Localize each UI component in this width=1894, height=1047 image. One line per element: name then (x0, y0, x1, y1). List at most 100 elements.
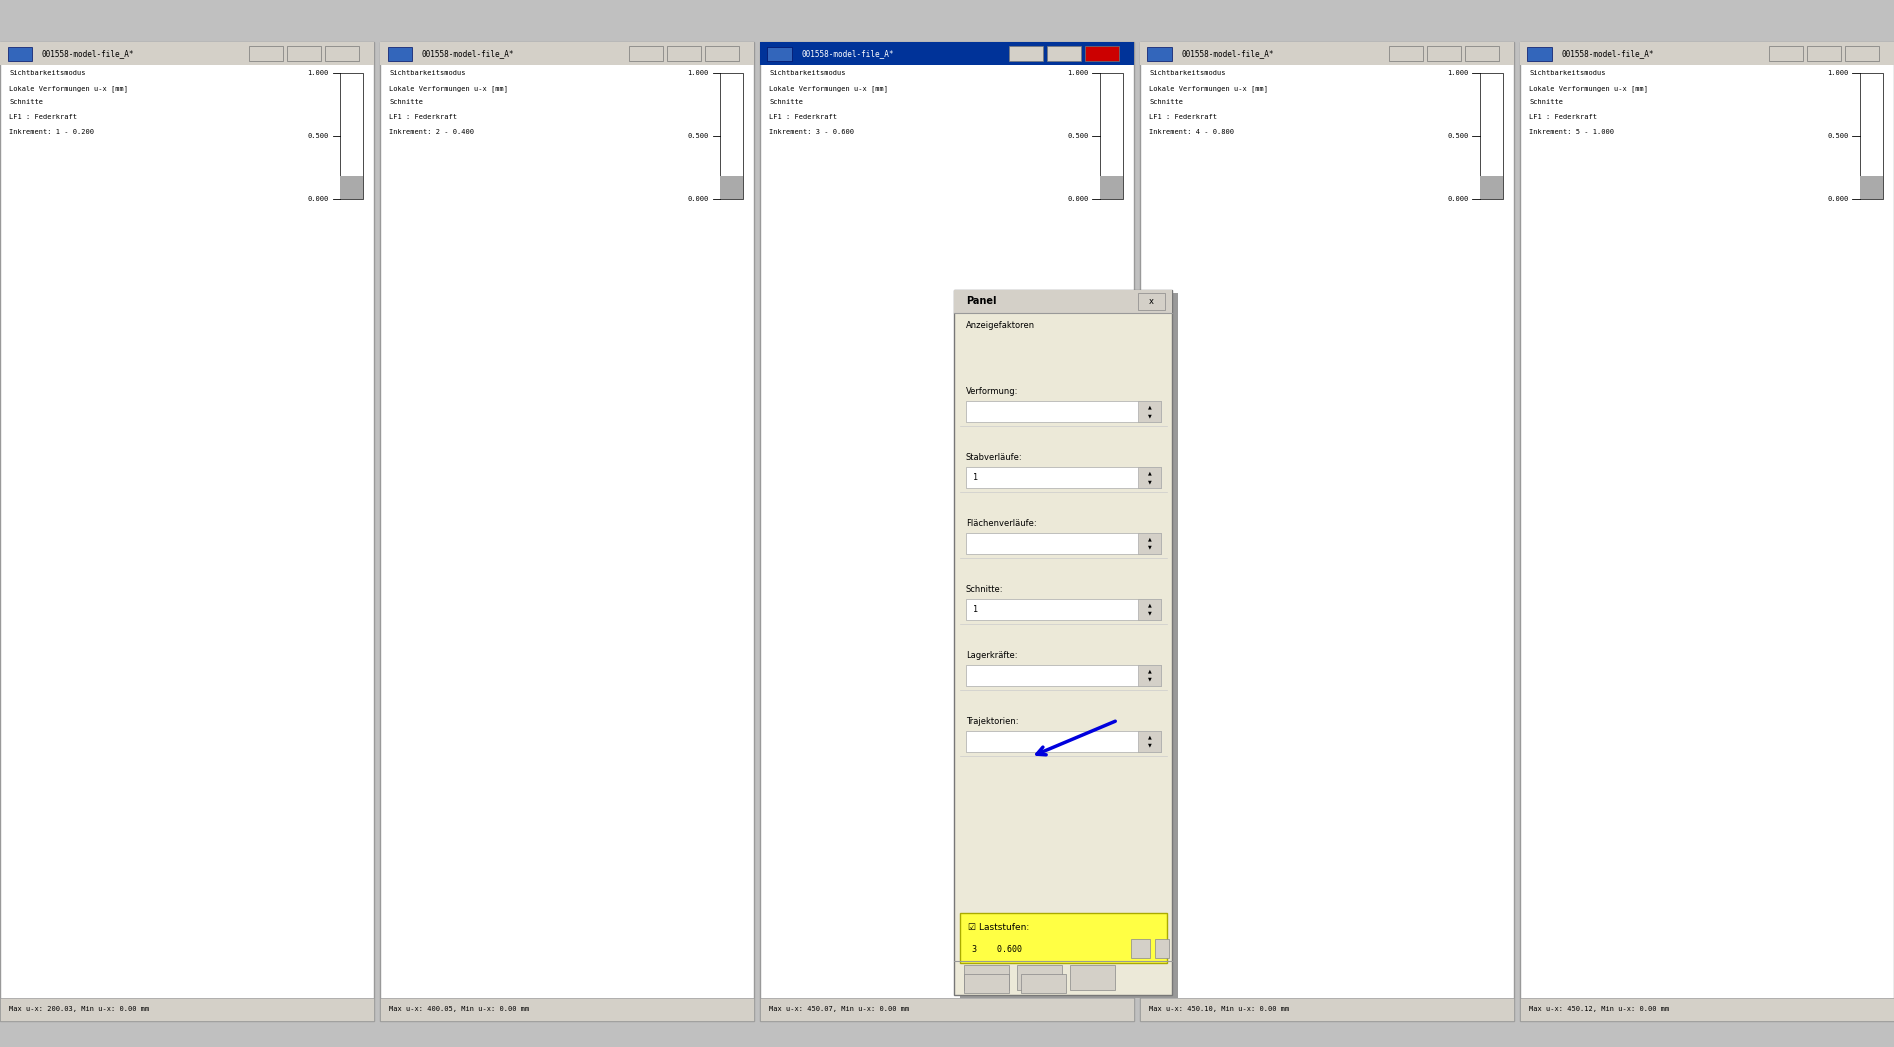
Text: Lokale Verformungen u-x [mm]: Lokale Verformungen u-x [mm] (9, 85, 129, 91)
Text: 450.10: 450.10 (1239, 89, 1271, 97)
Text: Inkrement: 5 - 1.000: Inkrement: 5 - 1.000 (1528, 129, 1614, 135)
Circle shape (222, 903, 233, 930)
Text: Verformung:: Verformung: (966, 387, 1019, 396)
Text: 3    0.600: 3 0.600 (972, 944, 1021, 954)
Text: ▼: ▼ (1148, 544, 1152, 550)
Text: Inkrement: 3 - 0.600: Inkrement: 3 - 0.600 (769, 129, 854, 135)
Text: 200.02: 200.02 (63, 314, 95, 322)
Text: X: X (1784, 911, 1790, 920)
Text: ▲: ▲ (1148, 734, 1152, 739)
Text: 0.000: 0.000 (1828, 196, 1849, 202)
Bar (1627, 107, 1754, 530)
Text: Inkrement: 1 - 0.200: Inkrement: 1 - 0.200 (9, 129, 95, 135)
Bar (866, 107, 994, 530)
Text: X: X (1210, 874, 1216, 884)
Bar (1341, 612, 1392, 934)
Text: Schnitte: Schnitte (390, 99, 424, 106)
Text: 1.000: 1.000 (1068, 70, 1089, 76)
Text: Sichtbarkeitsmodus: Sichtbarkeitsmodus (9, 70, 85, 76)
Text: Max u-x: 400.05, Min u-x: 0.00 mm: Max u-x: 400.05, Min u-x: 0.00 mm (390, 1006, 530, 1012)
Text: ▲: ▲ (1148, 668, 1152, 673)
Text: Z: Z (411, 971, 417, 980)
Text: ▼: ▼ (1148, 413, 1152, 418)
Text: 0.500: 0.500 (688, 133, 708, 139)
Text: Schnitte: Schnitte (9, 99, 44, 106)
Text: Lokale Verformungen u-x [mm]: Lokale Verformungen u-x [mm] (769, 85, 888, 91)
Text: 1: 1 (974, 473, 979, 482)
Bar (1722, 612, 1773, 934)
Text: Z: Z (30, 971, 36, 980)
Text: ▲: ▲ (1148, 536, 1152, 541)
Text: Z: Z (1744, 992, 1750, 1000)
Text: 0.82: 0.82 (161, 589, 184, 599)
Text: LF1 : Federkraft: LF1 : Federkraft (9, 114, 78, 120)
Text: ▲: ▲ (1148, 404, 1152, 409)
Text: LF1 : Federkraft: LF1 : Federkraft (390, 114, 458, 120)
Text: Max u-x: 450.07, Min u-x: 0.00 mm: Max u-x: 450.07, Min u-x: 0.00 mm (769, 1006, 909, 1012)
Text: Schnitte: Schnitte (1528, 99, 1563, 106)
Text: 450.07: 450.07 (860, 89, 892, 97)
Text: X: X (830, 874, 835, 884)
Text: Trajektorien:: Trajektorien: (966, 717, 1019, 726)
Text: ▼: ▼ (1148, 610, 1152, 616)
Text: 0.85: 0.85 (920, 589, 943, 599)
Text: Z: Z (1549, 971, 1555, 980)
Text: Panel: Panel (966, 296, 996, 307)
Text: LF1 : Federkraft: LF1 : Federkraft (1150, 114, 1218, 120)
Text: 0.86: 0.86 (1301, 589, 1322, 599)
Text: Y: Y (1547, 778, 1551, 787)
Text: 001558-model-file_A*: 001558-model-file_A* (42, 49, 134, 58)
Text: Y: Y (407, 778, 411, 787)
Text: Z: Z (225, 992, 231, 1000)
Text: 0.88: 0.88 (1682, 589, 1703, 599)
Text: Sichtbarkeitsmodus: Sichtbarkeitsmodus (1150, 70, 1225, 76)
Text: LF1 : Federkraft: LF1 : Federkraft (769, 114, 837, 120)
Text: 450.05: 450.05 (822, 314, 854, 322)
Circle shape (602, 114, 612, 136)
Circle shape (981, 903, 992, 930)
Text: ▲: ▲ (1148, 602, 1152, 607)
Text: 0.000: 0.000 (307, 196, 330, 202)
Text: ▼: ▼ (1148, 742, 1152, 748)
Text: Inkrement: 4 - 0.800: Inkrement: 4 - 0.800 (1150, 129, 1235, 135)
Text: 0.500: 0.500 (1447, 133, 1468, 139)
Text: ▼: ▼ (1148, 676, 1152, 682)
Text: x: x (1150, 297, 1153, 306)
Text: Y: Y (1167, 778, 1172, 787)
Text: X: X (449, 874, 455, 884)
Text: 450.12: 450.12 (1619, 89, 1652, 97)
Text: Z: Z (1364, 992, 1369, 1000)
Text: 400.05: 400.05 (479, 89, 511, 97)
Text: Schnitte: Schnitte (1150, 99, 1184, 106)
Text: 0.000: 0.000 (688, 196, 708, 202)
Text: Z: Z (790, 971, 795, 980)
Text: Schnitte: Schnitte (769, 99, 803, 106)
Bar (106, 107, 235, 530)
Text: LF1 : Federkraft: LF1 : Federkraft (1528, 114, 1597, 120)
Text: 1.000: 1.000 (688, 70, 708, 76)
Text: ▼: ▼ (1148, 478, 1152, 484)
Text: Sichtbarkeitsmodus: Sichtbarkeitsmodus (1528, 70, 1606, 76)
Text: Z: Z (1170, 971, 1176, 980)
Text: X: X (1025, 911, 1030, 920)
Text: Inkrement: 2 - 0.400: Inkrement: 2 - 0.400 (390, 129, 474, 135)
Text: Flächenverläufe:: Flächenverläufe: (966, 519, 1036, 528)
Text: Max u-x: 450.10, Min u-x: 0.00 mm: Max u-x: 450.10, Min u-x: 0.00 mm (1150, 1006, 1290, 1012)
Text: Y: Y (27, 778, 32, 787)
Circle shape (1742, 903, 1752, 930)
Text: 1.000: 1.000 (1447, 70, 1468, 76)
Text: X: X (644, 911, 650, 920)
Text: Stabverläufe:: Stabverläufe: (966, 453, 1023, 462)
Text: Y: Y (1741, 815, 1746, 824)
Text: 001558-model-file_A*: 001558-model-file_A* (1182, 49, 1275, 58)
Text: Y: Y (786, 778, 792, 787)
Text: X: X (263, 911, 269, 920)
Bar (581, 612, 633, 934)
Text: 450.06: 450.06 (1203, 314, 1235, 322)
Text: X: X (1403, 911, 1409, 920)
Text: Lokale Verformungen u-x [mm]: Lokale Verformungen u-x [mm] (390, 85, 508, 91)
Text: X: X (1589, 874, 1595, 884)
Text: Y: Y (600, 815, 606, 824)
Circle shape (1742, 114, 1752, 136)
Text: 0.000: 0.000 (1068, 196, 1089, 202)
